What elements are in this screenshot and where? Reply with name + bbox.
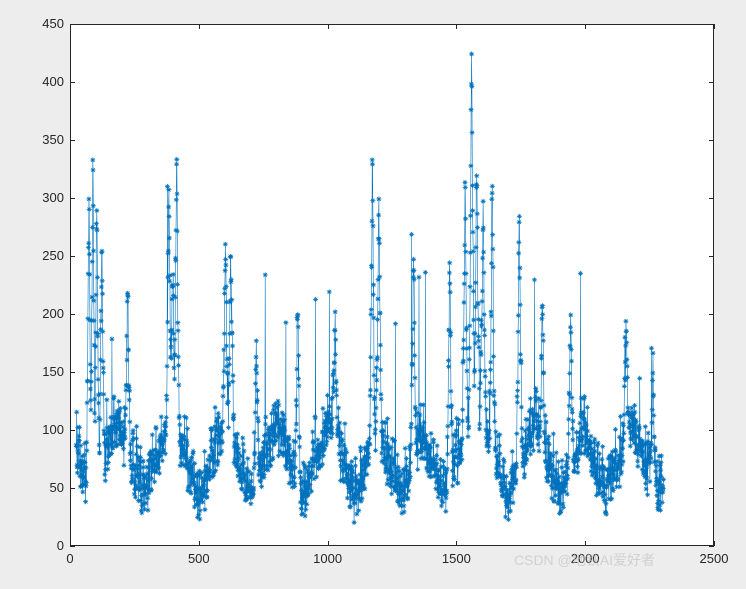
x-tick <box>456 24 457 29</box>
y-tick-label: 0 <box>57 539 64 552</box>
y-tick-label: 450 <box>42 17 64 30</box>
y-tick-label: 100 <box>42 423 64 436</box>
y-tick <box>70 198 75 199</box>
y-tick-label: 150 <box>42 365 64 378</box>
y-tick <box>70 546 75 547</box>
x-tick <box>70 24 71 29</box>
x-tick-label: 500 <box>188 552 210 565</box>
y-tick <box>70 82 75 83</box>
figure: 0 50 100 150 200 250 300 350 400 450 0 500 1000 1500 2… <box>0 0 746 589</box>
x-tick <box>199 24 200 29</box>
y-tick <box>709 198 714 199</box>
x-tick <box>70 541 71 546</box>
y-tick <box>70 372 75 373</box>
y-tick <box>70 140 75 141</box>
y-tick-label: 200 <box>42 307 64 320</box>
x-tick <box>328 541 329 546</box>
y-tick <box>709 430 714 431</box>
x-tick-label: 1500 <box>442 552 471 565</box>
x-tick <box>328 24 329 29</box>
x-tick-label: 1000 <box>313 552 342 565</box>
y-tick <box>70 430 75 431</box>
y-tick <box>709 546 714 547</box>
y-tick-label: 50 <box>50 481 64 494</box>
y-tick <box>709 256 714 257</box>
y-tick-label: 400 <box>42 75 64 88</box>
x-tick <box>456 541 457 546</box>
x-tick <box>199 541 200 546</box>
y-tick <box>709 314 714 315</box>
y-tick <box>709 140 714 141</box>
y-tick <box>709 82 714 83</box>
y-tick-label: 300 <box>42 191 64 204</box>
y-tick <box>70 256 75 257</box>
y-tick <box>709 488 714 489</box>
y-tick-label: 350 <box>42 133 64 146</box>
x-tick <box>714 24 715 29</box>
y-tick <box>70 488 75 489</box>
y-tick <box>709 372 714 373</box>
y-tick <box>70 314 75 315</box>
x-tick <box>714 541 715 546</box>
y-tick-label: 250 <box>42 249 64 262</box>
x-tick-label: 2500 <box>700 552 729 565</box>
plot-area <box>70 24 714 546</box>
watermark: CSDN @地铁AI爱好者 <box>514 550 655 570</box>
x-tick-label: 0 <box>66 552 73 565</box>
chart-svg <box>71 25 715 547</box>
x-tick <box>585 24 586 29</box>
x-tick <box>585 541 586 546</box>
